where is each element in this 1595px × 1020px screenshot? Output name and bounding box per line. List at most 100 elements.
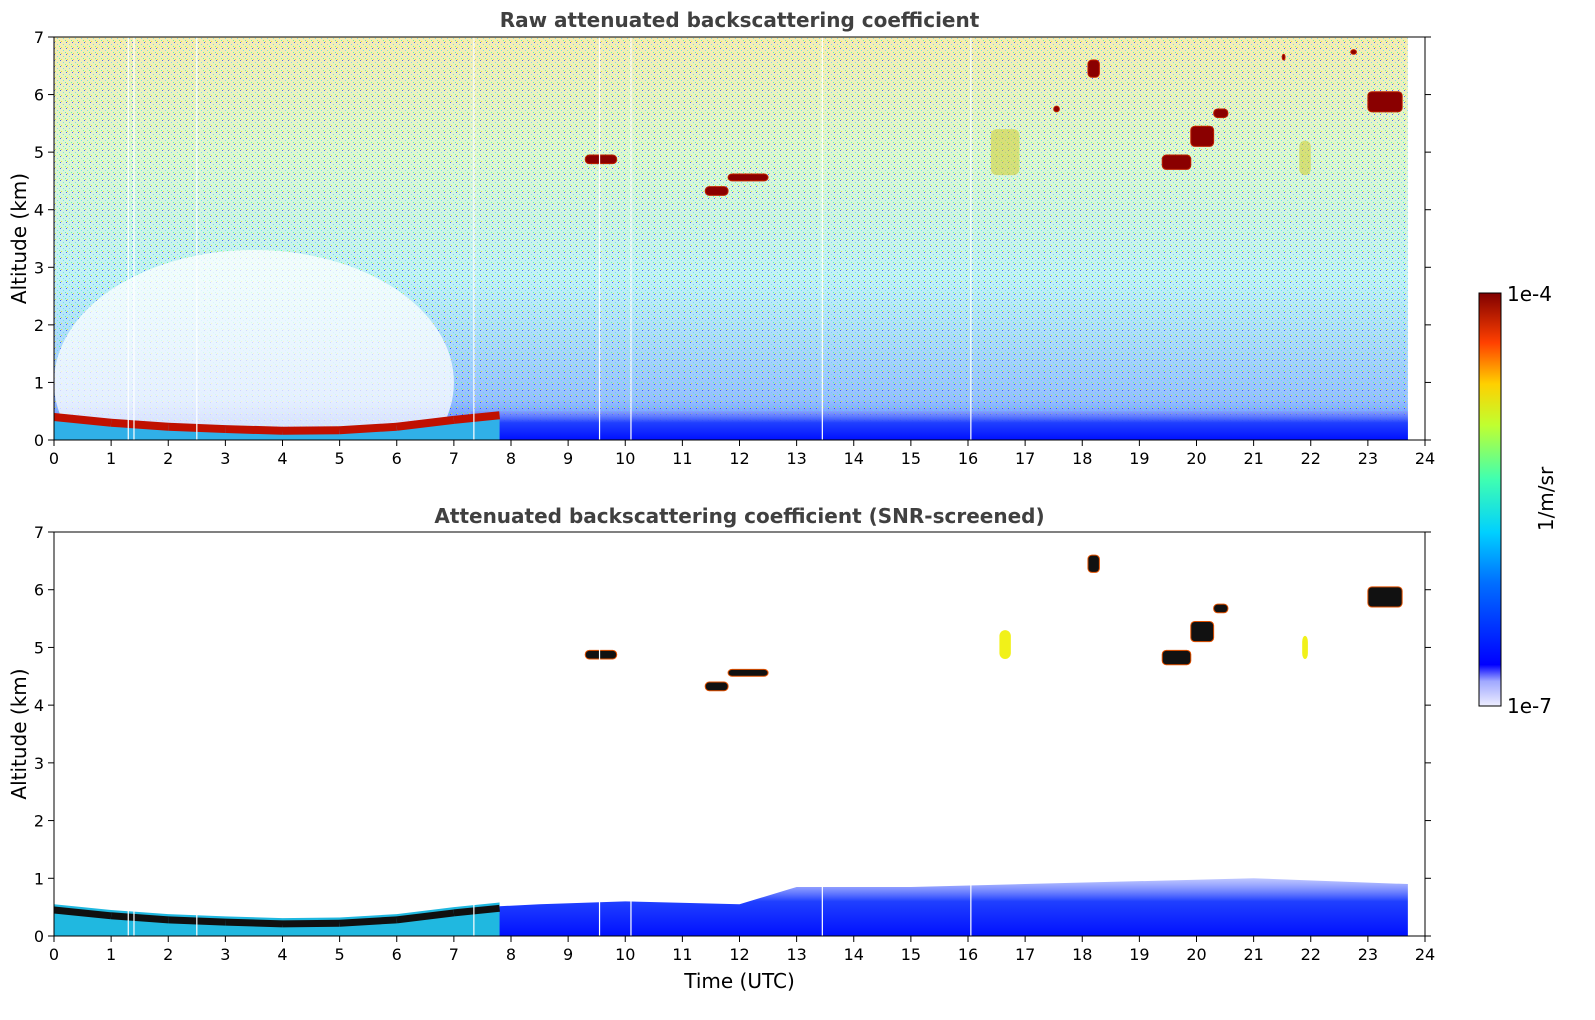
x-tick-label: 2: [163, 449, 173, 468]
cloud-layer: [727, 173, 769, 182]
cloud-layer: [584, 154, 618, 165]
aerosol-plume: [999, 630, 1011, 659]
x-tick-label: 4: [277, 449, 287, 468]
x-tick-label: 5: [335, 449, 345, 468]
y-tick-label: 6: [34, 86, 44, 105]
x-tick-label: 6: [392, 945, 402, 964]
x-tick-label: 20: [1186, 449, 1206, 468]
boundary-layer-segment: [282, 919, 340, 928]
boundary-layer-segment: [225, 425, 283, 435]
boundary-layer-segment: [396, 415, 455, 431]
x-tick-label: 23: [1358, 945, 1378, 964]
boundary-layer-segment: [225, 918, 283, 928]
x-tick-label: 1: [106, 449, 116, 468]
chart-title: Raw attenuated backscattering coefficien…: [500, 8, 980, 32]
y-tick-label: 6: [34, 581, 44, 600]
cloud-layer: [1190, 620, 1215, 643]
x-tick-label: 14: [844, 945, 864, 964]
cloud-layer: [1350, 49, 1357, 55]
x-tick-label: 19: [1129, 449, 1149, 468]
x-tick-label: 16: [958, 945, 978, 964]
clear-air-region: [54, 250, 454, 515]
x-tick-label: 3: [220, 945, 230, 964]
x-tick-label: 18: [1072, 945, 1092, 964]
cloud-layer: [704, 681, 729, 692]
y-tick-label: 4: [34, 696, 44, 715]
aerosol-plume: [1299, 140, 1311, 176]
y-tick-label: 3: [34, 754, 44, 773]
y-tick-label: 7: [34, 28, 44, 47]
x-tick-label: 21: [1243, 945, 1263, 964]
x-tick-label: 22: [1301, 449, 1321, 468]
x-tick-label: 5: [335, 945, 345, 964]
x-tick-label: 14: [844, 449, 864, 468]
y-tick-label: 3: [34, 258, 44, 277]
boundary-layer-segment: [282, 426, 340, 435]
boundary-layer-segment: [339, 916, 397, 927]
near-surface-band: [471, 411, 1408, 440]
x-tick-label: 17: [1015, 449, 1035, 468]
x-axis-label: Time (UTC): [683, 969, 795, 993]
x-tick-label: 0: [49, 945, 59, 964]
x-tick-label: 19: [1129, 945, 1149, 964]
cloud-layer: [1213, 108, 1229, 119]
x-tick-label: 16: [958, 449, 978, 468]
boundary-layer-segment: [339, 422, 397, 435]
x-tick-label: 9: [563, 449, 573, 468]
x-tick-label: 10: [615, 945, 635, 964]
aerosol-plume: [1302, 635, 1308, 659]
cloud-layer: [727, 668, 769, 677]
x-tick-label: 2: [163, 945, 173, 964]
x-tick-label: 12: [729, 449, 749, 468]
y-axis-label: Altitude (km): [7, 668, 31, 799]
y-tick-label: 1: [34, 373, 44, 392]
cloud-layer: [1367, 586, 1403, 608]
x-tick-label: 15: [901, 945, 921, 964]
x-tick-label: 18: [1072, 449, 1092, 468]
y-tick-label: 7: [34, 523, 44, 542]
y-tick-label: 2: [34, 316, 44, 335]
x-tick-label: 11: [672, 449, 692, 468]
surface-layer: [54, 412, 500, 440]
y-tick-label: 4: [34, 201, 44, 220]
colorbar-unit-label: 1/m/sr: [1534, 466, 1558, 531]
y-tick-label: 0: [34, 431, 44, 450]
cloud-layer: [1367, 91, 1403, 113]
x-tick-label: 12: [729, 945, 749, 964]
x-tick-label: 4: [277, 945, 287, 964]
cloud-layer: [1190, 125, 1215, 147]
x-tick-label: 20: [1186, 945, 1206, 964]
cloud-layer: [1161, 154, 1192, 170]
y-tick-label: 2: [34, 812, 44, 831]
cloud-layer: [1087, 59, 1100, 78]
screened-backscatter-panel: 0 1 2 3 4 5 6 7 8 9 10 11 12 13 14 15 16 17 18 19 20 21 22 23 24…: [7, 504, 1435, 993]
x-tick-label: 7: [449, 449, 459, 468]
boundary-layer-segment: [110, 912, 169, 924]
cloud-layer: [1281, 53, 1286, 61]
x-tick-label: 0: [49, 449, 59, 468]
cloud-layer: [1087, 554, 1100, 573]
x-tick-label: 24: [1415, 449, 1435, 468]
x-tick-label: 1: [106, 945, 116, 964]
x-tick-label: 13: [786, 449, 806, 468]
x-tick-label: 24: [1415, 945, 1435, 964]
surface-layer: [54, 902, 500, 936]
colorbar-gradient: [1478, 292, 1502, 707]
boundary-layer-segment: [110, 418, 169, 431]
x-tick-label: 22: [1301, 945, 1321, 964]
x-tick-label: 15: [901, 449, 921, 468]
boundary-layer-segment: [453, 411, 500, 424]
y-axis-label: Altitude (km): [7, 173, 31, 304]
colorbar-min-label: 1e-7: [1507, 694, 1552, 718]
screened-boundary-layer: [482, 878, 1408, 936]
x-tick-label: 9: [563, 945, 573, 964]
x-tick-label: 3: [220, 449, 230, 468]
aerosol-plume: [990, 129, 1020, 176]
x-tick-label: 21: [1243, 449, 1263, 468]
y-tick-label: 0: [34, 927, 44, 946]
chart-title: Attenuated backscattering coefficient (S…: [434, 504, 1044, 528]
boundary-layer-segment: [396, 909, 455, 924]
x-tick-label: 11: [672, 945, 692, 964]
cloud-layer: [704, 186, 729, 196]
